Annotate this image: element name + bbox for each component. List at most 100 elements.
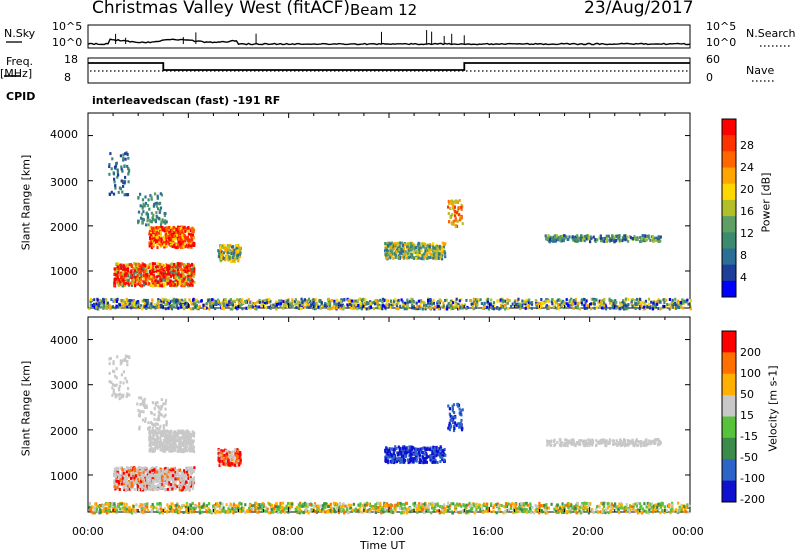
echo-point xyxy=(238,255,242,259)
echo-point xyxy=(136,274,139,277)
echo-point xyxy=(113,177,116,181)
echo-point xyxy=(173,231,176,235)
echo-point xyxy=(189,476,192,480)
echo-point xyxy=(420,249,423,253)
echo-point xyxy=(156,487,159,491)
echo-point xyxy=(434,246,437,250)
echo-point xyxy=(298,304,301,307)
echo-point xyxy=(145,223,148,227)
echo-point xyxy=(163,214,166,218)
echo-point xyxy=(126,305,129,309)
echo-point xyxy=(598,299,601,303)
echo-point xyxy=(209,304,212,308)
echo-point xyxy=(404,458,407,462)
echo-point xyxy=(106,303,109,307)
echo-point xyxy=(151,466,155,470)
echo-point xyxy=(656,300,659,304)
echo-point xyxy=(174,449,177,453)
echo-point xyxy=(396,247,399,251)
echo-point xyxy=(662,304,665,308)
echo-point xyxy=(140,473,143,477)
echo-point xyxy=(116,305,119,309)
echo-point xyxy=(129,281,132,285)
echo-point xyxy=(172,233,175,237)
echo-point xyxy=(124,152,127,156)
echo-point xyxy=(359,302,362,306)
echo-point xyxy=(476,303,479,307)
echo-point xyxy=(170,299,174,303)
echo-point xyxy=(177,301,180,305)
echo-point xyxy=(174,237,177,241)
echo-point xyxy=(274,302,277,306)
echo-point xyxy=(165,298,168,302)
echo-point xyxy=(190,441,193,445)
echo-point xyxy=(394,256,397,259)
echo-point xyxy=(668,298,671,301)
echo-point xyxy=(562,239,565,243)
echo-point xyxy=(193,267,196,271)
echo-point xyxy=(194,302,197,306)
echo-point xyxy=(172,486,175,490)
echo-point xyxy=(673,301,676,305)
echo-point xyxy=(202,304,205,307)
echo-point xyxy=(173,473,176,477)
echo-point xyxy=(618,234,621,237)
echo-point xyxy=(650,300,653,304)
echo-point xyxy=(211,305,214,309)
echo-point xyxy=(142,267,145,271)
echo-point xyxy=(162,220,165,224)
echo-point xyxy=(274,305,277,309)
echo-point xyxy=(112,362,115,366)
echo-point xyxy=(167,281,170,285)
echo-point xyxy=(113,473,116,477)
echo-point xyxy=(102,298,105,302)
echo-point xyxy=(522,300,525,304)
echo-point xyxy=(148,218,151,222)
echo-point xyxy=(159,227,162,231)
echo-point xyxy=(362,297,365,301)
echo-point xyxy=(303,305,307,309)
echo-point xyxy=(172,434,175,438)
echo-point xyxy=(167,478,170,482)
echo-point xyxy=(424,305,427,309)
echo-point xyxy=(506,298,509,302)
echo-point xyxy=(530,302,534,306)
echo-point xyxy=(116,168,119,172)
echo-point xyxy=(193,300,196,304)
echo-point xyxy=(175,233,178,237)
echo-point xyxy=(143,400,146,404)
echo-point xyxy=(217,249,220,253)
echo-point xyxy=(135,262,138,266)
echo-point xyxy=(268,297,271,301)
echo-point xyxy=(177,240,181,244)
echo-point xyxy=(393,461,396,465)
echo-point xyxy=(385,455,388,459)
echo-point xyxy=(193,242,196,245)
echo-point xyxy=(519,302,522,306)
echo-point xyxy=(278,299,281,303)
echo-point xyxy=(501,298,504,302)
echo-point xyxy=(152,423,155,427)
echo-point xyxy=(550,300,553,304)
echo-point xyxy=(123,303,126,307)
echo-point xyxy=(476,298,479,302)
echo-point xyxy=(148,436,151,439)
echo-point xyxy=(134,279,137,283)
echo-point xyxy=(397,256,400,260)
echo-point xyxy=(108,306,111,310)
echo-point xyxy=(434,253,437,257)
echo-point xyxy=(151,442,155,446)
echo-point xyxy=(126,380,129,384)
echo-point xyxy=(153,468,156,472)
echo-point xyxy=(566,238,569,241)
echo-point xyxy=(411,306,414,310)
echo-point xyxy=(461,222,464,226)
echo-point xyxy=(418,307,422,311)
echo-point xyxy=(224,449,228,453)
echo-point xyxy=(140,396,143,400)
echo-point xyxy=(165,436,168,440)
echo-point xyxy=(139,486,142,489)
echo-point xyxy=(647,297,651,301)
echo-point xyxy=(140,410,143,413)
echo-point xyxy=(214,301,217,305)
